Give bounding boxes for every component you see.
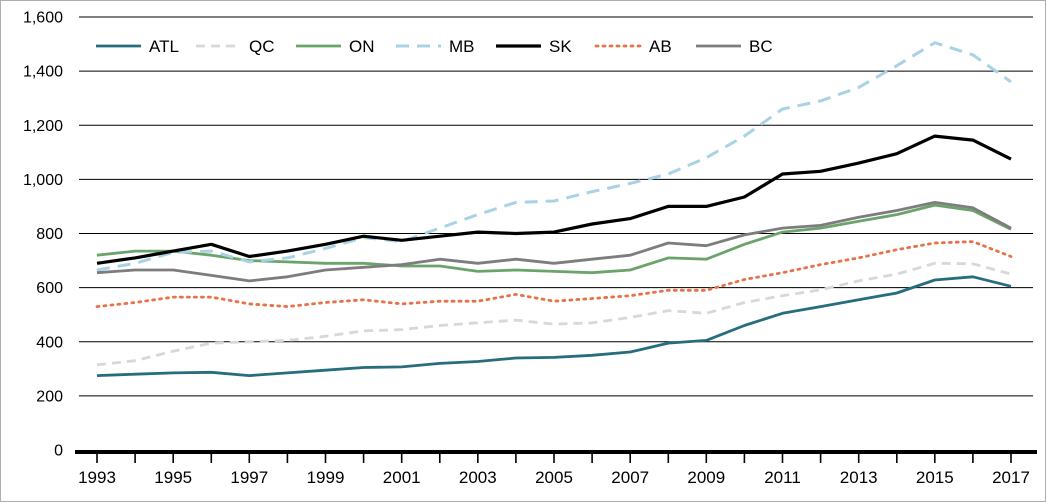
y-axis-tick-label: 1,600 [23, 10, 63, 27]
series-line-bc [96, 200, 1012, 283]
x-axis-tick-label: 2015 [916, 468, 954, 487]
x-axis-tick-label: 2013 [840, 468, 878, 487]
y-axis-tick-label: 1,200 [23, 118, 63, 135]
x-axis-tick-label: 2001 [383, 468, 421, 487]
x-axis-tick-label: 2005 [535, 468, 573, 487]
x-axis-tick-label: 2003 [459, 468, 497, 487]
series-line-atl [96, 275, 1012, 378]
series-line-qc [96, 261, 1012, 367]
x-axis-tick-label: 2009 [687, 468, 725, 487]
legend-label-sk: SK [549, 37, 572, 56]
y-axis-tick-label: 400 [36, 334, 63, 351]
y-axis-tick-label: 1,000 [23, 172, 63, 189]
x-axis-tick-label: 2007 [611, 468, 649, 487]
series-line-mb [96, 41, 1012, 272]
x-axis-tick-label: 2011 [764, 468, 801, 487]
y-axis-tick-label: 1,400 [23, 64, 63, 81]
legend-label-mb: MB [449, 37, 475, 56]
y-axis-tick-label: 600 [36, 280, 63, 297]
legend-label-on: ON [349, 37, 375, 56]
x-axis-tick-label: 1993 [78, 468, 116, 487]
legend-label-bc: BC [749, 37, 773, 56]
legend-label-ab: AB [649, 37, 672, 56]
y-axis-tick-label: 800 [36, 226, 63, 243]
series-line-ab [95, 240, 1013, 309]
legend-label-qc: QC [249, 37, 275, 56]
series-line-sk [96, 134, 1012, 265]
y-axis-tick-label: 0 [54, 443, 63, 460]
x-axis-tick-label: 1995 [154, 468, 192, 487]
y-axis-tick-label: 200 [36, 388, 63, 405]
x-axis-tick-label: 1999 [307, 468, 345, 487]
x-axis-tick-label: 2017 [992, 468, 1030, 487]
x-axis-tick-label: 1997 [230, 468, 268, 487]
legend-label-atl: ATL [149, 37, 179, 56]
